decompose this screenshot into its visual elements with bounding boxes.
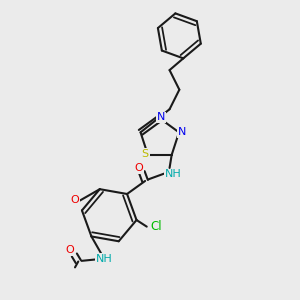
Text: N: N xyxy=(177,127,186,137)
Text: S: S xyxy=(142,149,149,159)
Text: O: O xyxy=(134,163,142,173)
Text: Cl: Cl xyxy=(150,220,162,233)
Text: N: N xyxy=(157,112,165,122)
Text: NH: NH xyxy=(96,254,113,264)
Text: O: O xyxy=(70,195,80,205)
Text: NH: NH xyxy=(164,169,181,179)
Text: O: O xyxy=(66,245,74,255)
